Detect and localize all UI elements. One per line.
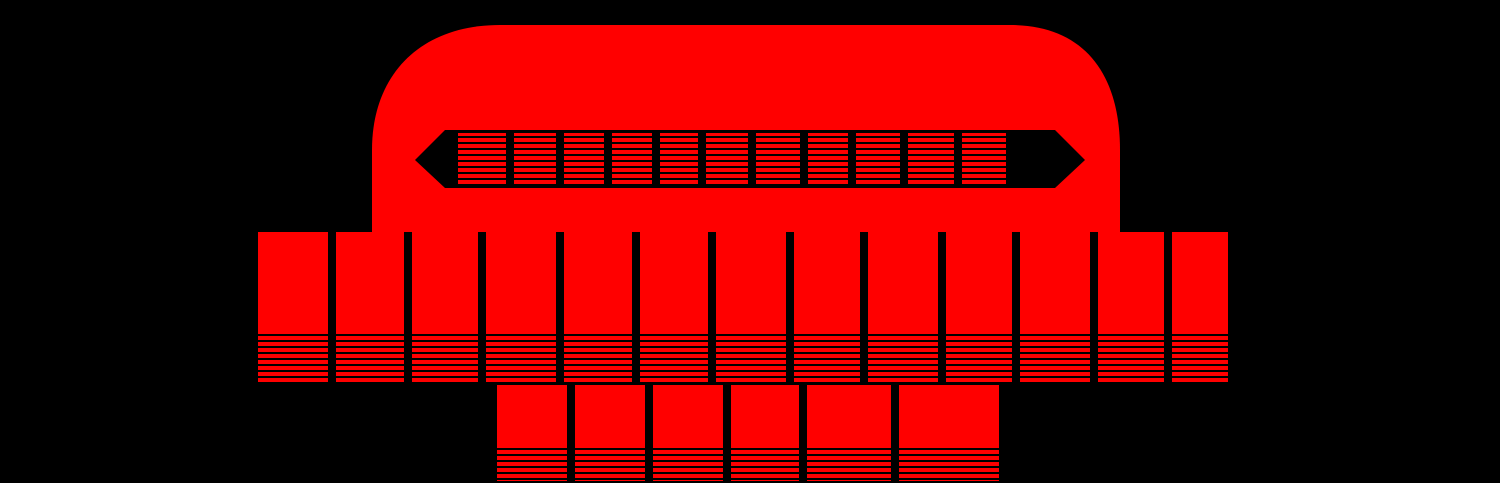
sub-word-lettering: [497, 385, 999, 481]
banner-lettering: [458, 133, 1006, 185]
main-word-lettering: [258, 232, 1228, 384]
